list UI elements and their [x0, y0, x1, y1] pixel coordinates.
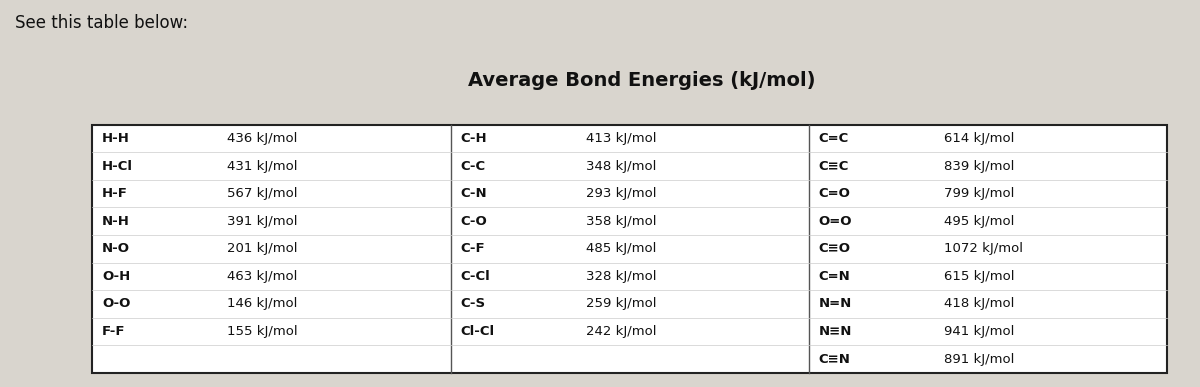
Text: C-S: C-S [461, 297, 485, 310]
Text: 1072 kJ/mol: 1072 kJ/mol [944, 242, 1022, 255]
Text: 348 kJ/mol: 348 kJ/mol [586, 160, 656, 173]
Text: N=N: N=N [818, 297, 852, 310]
Text: 358 kJ/mol: 358 kJ/mol [586, 215, 656, 228]
Text: 391 kJ/mol: 391 kJ/mol [227, 215, 298, 228]
Text: 485 kJ/mol: 485 kJ/mol [586, 242, 656, 255]
FancyBboxPatch shape [92, 125, 1168, 373]
Text: C=O: C=O [818, 187, 851, 200]
Text: F-F: F-F [102, 325, 126, 338]
Text: N-O: N-O [102, 242, 130, 255]
Text: C=C: C=C [818, 132, 848, 145]
Text: H-H: H-H [102, 132, 130, 145]
Text: 431 kJ/mol: 431 kJ/mol [227, 160, 298, 173]
Text: C-Cl: C-Cl [461, 270, 490, 283]
Text: 155 kJ/mol: 155 kJ/mol [227, 325, 298, 338]
Text: 293 kJ/mol: 293 kJ/mol [586, 187, 656, 200]
Text: 418 kJ/mol: 418 kJ/mol [944, 297, 1014, 310]
Text: 567 kJ/mol: 567 kJ/mol [227, 187, 298, 200]
Text: 839 kJ/mol: 839 kJ/mol [944, 160, 1014, 173]
Text: 146 kJ/mol: 146 kJ/mol [227, 297, 298, 310]
Text: C-N: C-N [461, 187, 487, 200]
Text: C-F: C-F [461, 242, 485, 255]
Text: 941 kJ/mol: 941 kJ/mol [944, 325, 1014, 338]
Text: Average Bond Energies (kJ/mol): Average Bond Energies (kJ/mol) [468, 72, 816, 91]
Text: C≡O: C≡O [818, 242, 851, 255]
Text: N≡N: N≡N [818, 325, 852, 338]
Text: 328 kJ/mol: 328 kJ/mol [586, 270, 656, 283]
Text: 413 kJ/mol: 413 kJ/mol [586, 132, 656, 145]
Text: Cl-Cl: Cl-Cl [461, 325, 494, 338]
Text: 463 kJ/mol: 463 kJ/mol [227, 270, 298, 283]
Text: O-H: O-H [102, 270, 130, 283]
Text: C=N: C=N [818, 270, 851, 283]
Text: 495 kJ/mol: 495 kJ/mol [944, 215, 1014, 228]
Text: O=O: O=O [818, 215, 852, 228]
Text: N-H: N-H [102, 215, 130, 228]
Text: See this table below:: See this table below: [14, 14, 188, 32]
Text: 615 kJ/mol: 615 kJ/mol [944, 270, 1014, 283]
Text: C-H: C-H [461, 132, 487, 145]
Text: 259 kJ/mol: 259 kJ/mol [586, 297, 656, 310]
Text: 242 kJ/mol: 242 kJ/mol [586, 325, 656, 338]
Text: O-O: O-O [102, 297, 131, 310]
Text: 891 kJ/mol: 891 kJ/mol [944, 353, 1014, 365]
Text: 799 kJ/mol: 799 kJ/mol [944, 187, 1014, 200]
Text: C≡N: C≡N [818, 353, 851, 365]
Text: 614 kJ/mol: 614 kJ/mol [944, 132, 1014, 145]
Text: H-Cl: H-Cl [102, 160, 133, 173]
Text: H-F: H-F [102, 187, 127, 200]
Text: C-O: C-O [461, 215, 487, 228]
Text: C-C: C-C [461, 160, 485, 173]
Text: 436 kJ/mol: 436 kJ/mol [227, 132, 298, 145]
Text: C≡C: C≡C [818, 160, 848, 173]
Text: 201 kJ/mol: 201 kJ/mol [227, 242, 298, 255]
